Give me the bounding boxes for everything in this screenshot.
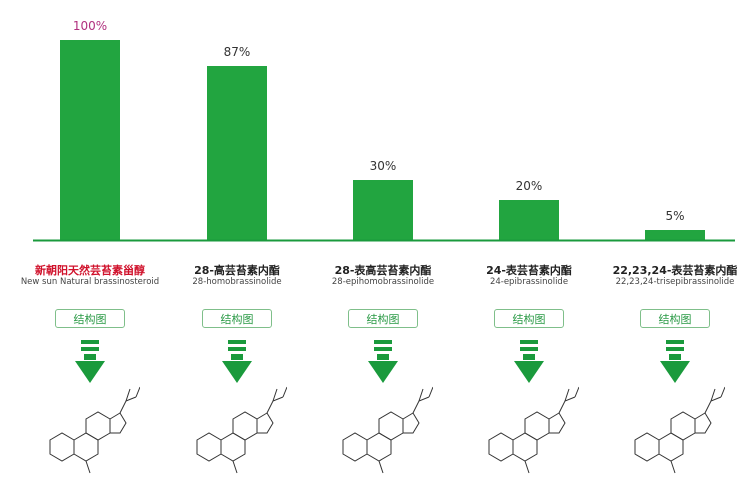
bar-3 (353, 180, 413, 240)
compound-english-name: 28-homobrassinolide (192, 277, 282, 287)
bar-2 (207, 66, 267, 240)
data-label-3: 30% (370, 159, 397, 173)
double-bar-down-arrow-icon (222, 340, 252, 383)
bar-chart: 100% 87% 30% 20% 5% (33, 19, 735, 242)
compound-english-name: 24-epibrassinolide (489, 277, 569, 287)
data-label-2: 87% (224, 45, 251, 59)
bar-5 (645, 230, 705, 240)
compound-english-name: 22,23,24-trisepibrassinolide (615, 277, 735, 287)
compound-name: 新朝阳天然芸苔素甾醇 (35, 264, 145, 277)
data-label-1: 100% (73, 19, 107, 33)
structure-button[interactable]: 结构图 (640, 309, 710, 328)
double-bar-down-arrow-icon (660, 340, 690, 383)
compound-name: 28-高芸苔素内酯 (194, 264, 280, 277)
data-label-5: 5% (665, 209, 684, 223)
structure-button[interactable]: 结构图 (202, 309, 272, 328)
compound-name: 22,23,24-表芸苔素内酯 (612, 264, 738, 277)
molecular-structure-diagram (469, 385, 580, 494)
double-bar-down-arrow-icon (514, 340, 544, 383)
molecular-structure-diagram (30, 385, 141, 494)
structure-button[interactable]: 结构图 (348, 309, 418, 328)
compound-english-name: New sun Natural brassinosteroid (20, 277, 160, 287)
molecular-structure-diagram (177, 385, 288, 494)
data-label-4: 20% (516, 179, 543, 193)
compound-name: 24-表芸苔素内酯 (486, 264, 572, 277)
bar-4 (499, 200, 559, 240)
double-bar-down-arrow-icon (75, 340, 105, 383)
structure-button[interactable]: 结构图 (55, 309, 125, 328)
molecular-structure-diagram (323, 385, 434, 494)
bar-1 (60, 40, 120, 240)
compound-name: 28-表高芸苔素内酯 (334, 264, 432, 277)
molecular-structure-diagram (615, 385, 726, 494)
compound-english-name: 28-epihomobrassinolide (331, 277, 435, 287)
double-bar-down-arrow-icon (368, 340, 398, 383)
structure-button[interactable]: 结构图 (494, 309, 564, 328)
